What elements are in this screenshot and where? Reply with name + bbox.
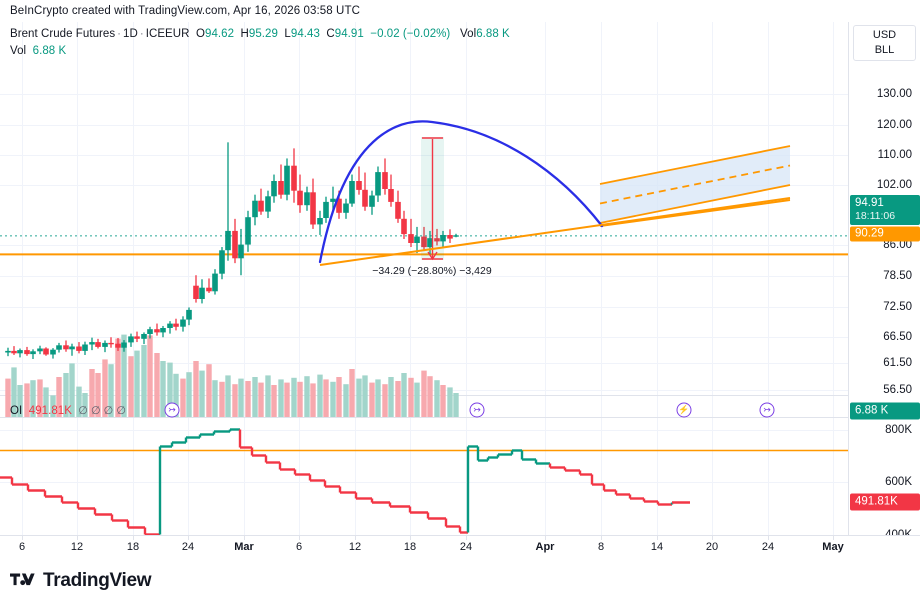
time-tick-mark [355,536,356,540]
tradingview-footer[interactable]: TradingView [10,570,152,592]
legend-exchange: ICEEUR [145,28,190,40]
time-tick-label: Apr [535,541,555,553]
price-tick-label: 66.50 [883,331,912,343]
event-badge-3[interactable]: ⚡ [676,402,692,418]
price-tick-label: 72.50 [883,301,912,313]
legend-high-label: H [240,28,249,40]
event-badge-4[interactable]: ↣ [759,402,775,418]
price-tick-label: 120.00 [876,119,912,131]
legend-open-value: 94.62 [205,28,235,40]
legend-close-value: 94.91 [334,28,364,40]
main-series-legend[interactable]: Brent Crude Futures · 1D · ICEEUR O94.62 H95… [10,28,510,40]
horizontal-levels [0,235,848,256]
chart-canvas [0,22,848,536]
legend-symbol[interactable]: Brent Crude Futures [10,28,116,40]
arc-drawing [318,120,604,264]
oi-axis-value: 491.81K [855,495,898,508]
time-tick-mark [712,536,713,540]
price-tick-label: 110.00 [877,149,912,161]
measure-tool-drawing [319,137,791,266]
time-tick-mark [601,536,602,540]
time-tick-label: 6 [18,541,26,553]
legend-close-label: C [326,28,335,40]
current-price-value: 94.91 [855,197,884,209]
legend-open-label: O [196,28,205,40]
price-scale[interactable]: USD BLL 130.00 120.00 110.00 102.00 86.00 78.… [848,22,920,541]
support-level-value: 90.29 [855,227,884,240]
time-tick-mark [22,536,23,540]
time-tick-mark [77,536,78,540]
time-tick-label: 6 [295,541,303,553]
time-tick-label: Mar [234,541,254,553]
time-tick-label: 20 [705,541,719,553]
legend-change: −0.02 [370,28,400,40]
time-tick-mark [657,536,658,540]
time-scale[interactable]: 6 12 18 24 Mar 6 12 18 24 Apr 8 14 20 24 May [0,535,920,561]
candlestick-series [5,142,459,359]
volume-study-legend[interactable]: Vol 6.88 K [10,45,66,57]
price-tick-label: 56.50 [883,384,912,396]
event-badge-1[interactable]: ↣ [164,402,180,418]
time-tick-mark [545,536,546,540]
price-tick-label: 800K [885,424,912,436]
time-tick-mark [410,536,411,540]
unit-lot: BLL [874,44,895,56]
time-tick-mark [768,536,769,540]
price-tick-label: 600K [885,476,912,488]
price-tick-label: 78.50 [883,270,912,282]
time-tick-label: 8 [597,541,605,553]
time-tick-mark [188,536,189,540]
time-tick-label: 18 [126,541,140,553]
time-tick-label: 18 [403,541,417,553]
time-tick-label: May [822,541,844,553]
time-tick-label: 24 [181,541,195,553]
ascending-channel-drawing [599,145,791,227]
time-tick-label: 14 [650,541,664,553]
time-tick-label: 24 [459,541,473,553]
event-badge-2[interactable]: ↣ [469,402,485,418]
legend-change-percent: (−0.02%) [402,28,451,40]
volume-legend-value: 6.88 K [32,45,67,57]
chart-pane-area[interactable]: ↣ ↣ ⚡ ↣ −34.29 (−28.80%) −3,429 [0,22,848,536]
price-tick-label: 86.00 [883,239,912,251]
unit-currency: USD [872,29,897,41]
time-tick-mark [466,536,467,540]
time-tick-label: 24 [761,541,775,553]
volume-axis-value: 6.88 K [855,404,889,417]
time-tick-label: 12 [70,541,84,553]
legend-high-value: 95.29 [248,28,278,40]
legend-volume-value: 6.88 K [476,28,510,40]
tradingview-wordmark: TradingView [43,570,152,591]
oi-nodata-markers: ∅ ∅ ∅ ∅ [78,405,127,417]
current-price-label: 94.91 18:11:06 [850,195,920,225]
oi-legend-label: OI [10,405,23,417]
time-tick-mark [133,536,134,540]
legend-interval[interactable]: 1D [123,28,138,40]
tradingview-logo-icon [10,573,35,585]
open-interest-legend[interactable]: OI 491.81K ∅ ∅ ∅ ∅ [10,404,126,417]
open-interest-series [0,428,848,536]
time-tick-label: 12 [348,541,362,553]
support-level-label: 90.29 [850,226,920,242]
price-scale-unit-box: USD BLL [853,25,916,61]
legend-volume-label: Vol [460,28,477,40]
legend-low-label: L [284,28,291,40]
price-tick-label: 130.00 [876,88,912,100]
grid-layer [0,22,848,536]
legend-low-value: 94.43 [290,28,320,40]
attribution-text: BeInCrypto created with TradingView.com,… [10,5,360,17]
volume-bars [5,334,459,417]
time-tick-mark [833,536,834,540]
measure-tool-label: −34.29 (−28.80%) −3,429 [372,265,492,277]
price-tick-label: 61.50 [883,357,912,369]
time-tick-mark [299,536,300,540]
current-price-time: 18:11:06 [855,210,896,222]
volume-legend-label: Vol [10,45,27,57]
oi-value-label: 491.81K [850,493,920,511]
volume-value-label: 6.88 K [850,402,920,420]
price-tick-label: 102.00 [876,179,912,191]
oi-legend-value: 491.81K [28,405,72,417]
time-tick-mark [244,536,245,540]
